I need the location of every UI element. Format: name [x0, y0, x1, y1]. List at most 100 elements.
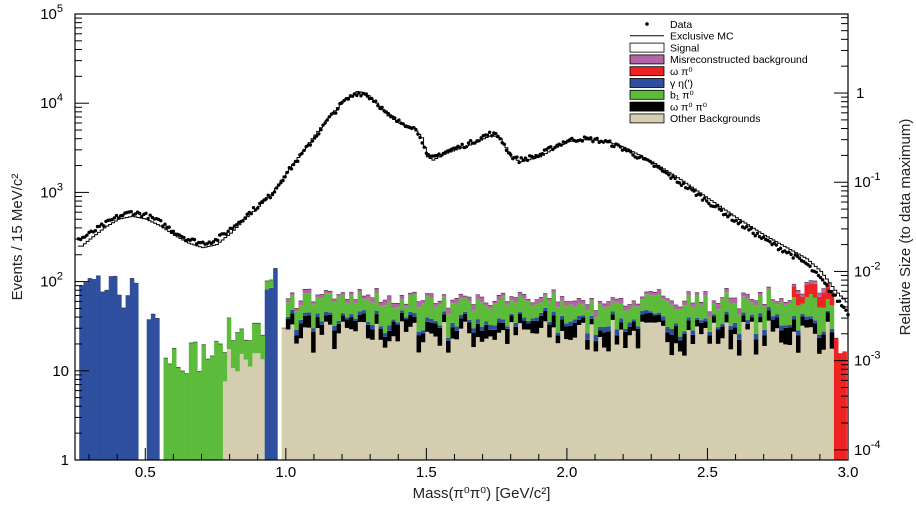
stack-bin	[648, 312, 653, 323]
stack-bin	[378, 339, 384, 460]
stack-bin	[327, 312, 333, 315]
stack-bin	[639, 310, 645, 315]
stack-bin	[361, 310, 367, 314]
stack-bin	[606, 351, 611, 460]
stack-bin	[812, 297, 818, 321]
stack-bin	[365, 338, 371, 460]
stack-bin	[416, 352, 422, 460]
stack-bin	[302, 312, 308, 316]
data-point	[508, 152, 513, 157]
stack-bin	[817, 353, 822, 460]
stack-bin	[205, 359, 211, 460]
stack-bin	[800, 325, 805, 460]
data-point	[658, 166, 663, 171]
stack-bin	[682, 334, 687, 356]
stack-bin	[715, 343, 721, 460]
stack-bin	[357, 292, 363, 312]
stack-bin	[779, 330, 784, 343]
stack-bin	[555, 332, 561, 336]
stack-bin	[774, 304, 780, 315]
stack-bin	[758, 322, 763, 460]
data-point	[336, 107, 340, 111]
stack-bin	[302, 327, 308, 460]
stack-bin	[108, 276, 114, 460]
stack-bin	[597, 326, 603, 331]
stack-bin	[222, 352, 228, 382]
stack-bin	[602, 347, 607, 460]
stack-bin	[399, 310, 405, 313]
stack-bin	[420, 333, 426, 343]
stack-bin	[517, 292, 523, 296]
stack-bin	[690, 334, 696, 345]
stack-bin	[226, 317, 232, 350]
stack-bin	[361, 296, 367, 300]
stack-bin	[800, 294, 805, 297]
stack-bin	[543, 293, 548, 296]
stack-bin	[483, 324, 489, 339]
stack-bin	[530, 305, 535, 319]
stack-bin	[387, 300, 392, 326]
stack-bin	[496, 318, 502, 323]
stack-bin	[247, 340, 253, 367]
stack-bin	[424, 296, 430, 318]
axes: 0.5 1.0 1.5 2.0 2.5 3.0 1 10 102 103 104 105 1 10-1 10…	[40, 3, 880, 481]
data-point	[504, 148, 509, 153]
stack-bin	[749, 317, 755, 322]
stack-bin	[736, 314, 742, 335]
stack-bin	[817, 293, 822, 297]
stack-bin	[728, 329, 734, 350]
data-point	[837, 299, 842, 303]
stack-bin	[715, 303, 721, 310]
stack-bin	[720, 338, 725, 460]
stack-bin	[163, 358, 169, 460]
stack-bin	[365, 294, 371, 299]
stack-bin	[538, 297, 544, 303]
stack-bin	[315, 328, 320, 460]
data-point	[719, 208, 724, 213]
stack-bin	[167, 363, 173, 460]
stack-bin	[315, 313, 320, 318]
stack-bin	[479, 302, 485, 327]
stack-bin	[656, 289, 662, 295]
stack-bin	[817, 337, 822, 354]
y-tick-label: 10	[52, 363, 69, 380]
stack-bin	[327, 324, 333, 460]
stack-bin	[446, 337, 451, 341]
stack-bin	[306, 327, 312, 460]
stack-bin	[467, 319, 472, 323]
stack-bin	[171, 348, 177, 460]
data-point	[745, 224, 749, 229]
stack-bin	[728, 302, 734, 326]
stack-bin	[783, 325, 788, 328]
stack-bin	[795, 352, 801, 460]
stack-bin	[96, 275, 101, 460]
stack-bin	[808, 294, 814, 317]
stack-bin	[273, 268, 278, 460]
stack-bin	[703, 327, 708, 460]
stack-bin	[766, 287, 771, 289]
stack-bin	[555, 343, 561, 460]
stack-bin	[446, 352, 451, 460]
stack-bin	[222, 381, 228, 460]
stack-bin	[441, 296, 447, 312]
x-tick-label: 2.5	[697, 464, 718, 481]
data-point	[386, 111, 391, 116]
data-point	[671, 174, 675, 179]
stack-bin	[184, 373, 190, 460]
stack-bin	[682, 331, 687, 335]
stack-bin	[736, 334, 742, 340]
stack-bin	[437, 345, 443, 460]
data-point	[256, 206, 260, 210]
stack-bin	[707, 316, 712, 332]
data-point	[355, 93, 359, 98]
stack-bin	[298, 300, 303, 306]
x-tick-label: 1.5	[416, 464, 437, 481]
data-point	[211, 240, 216, 244]
stack-bin	[808, 327, 814, 460]
stack-bin	[517, 314, 523, 324]
stack-bin	[437, 304, 443, 326]
stack-bin	[370, 329, 375, 340]
y-tick-label: 1	[61, 452, 69, 469]
legend-item-8: Other Backgrounds	[629, 113, 760, 125]
stack-bin	[441, 311, 447, 315]
